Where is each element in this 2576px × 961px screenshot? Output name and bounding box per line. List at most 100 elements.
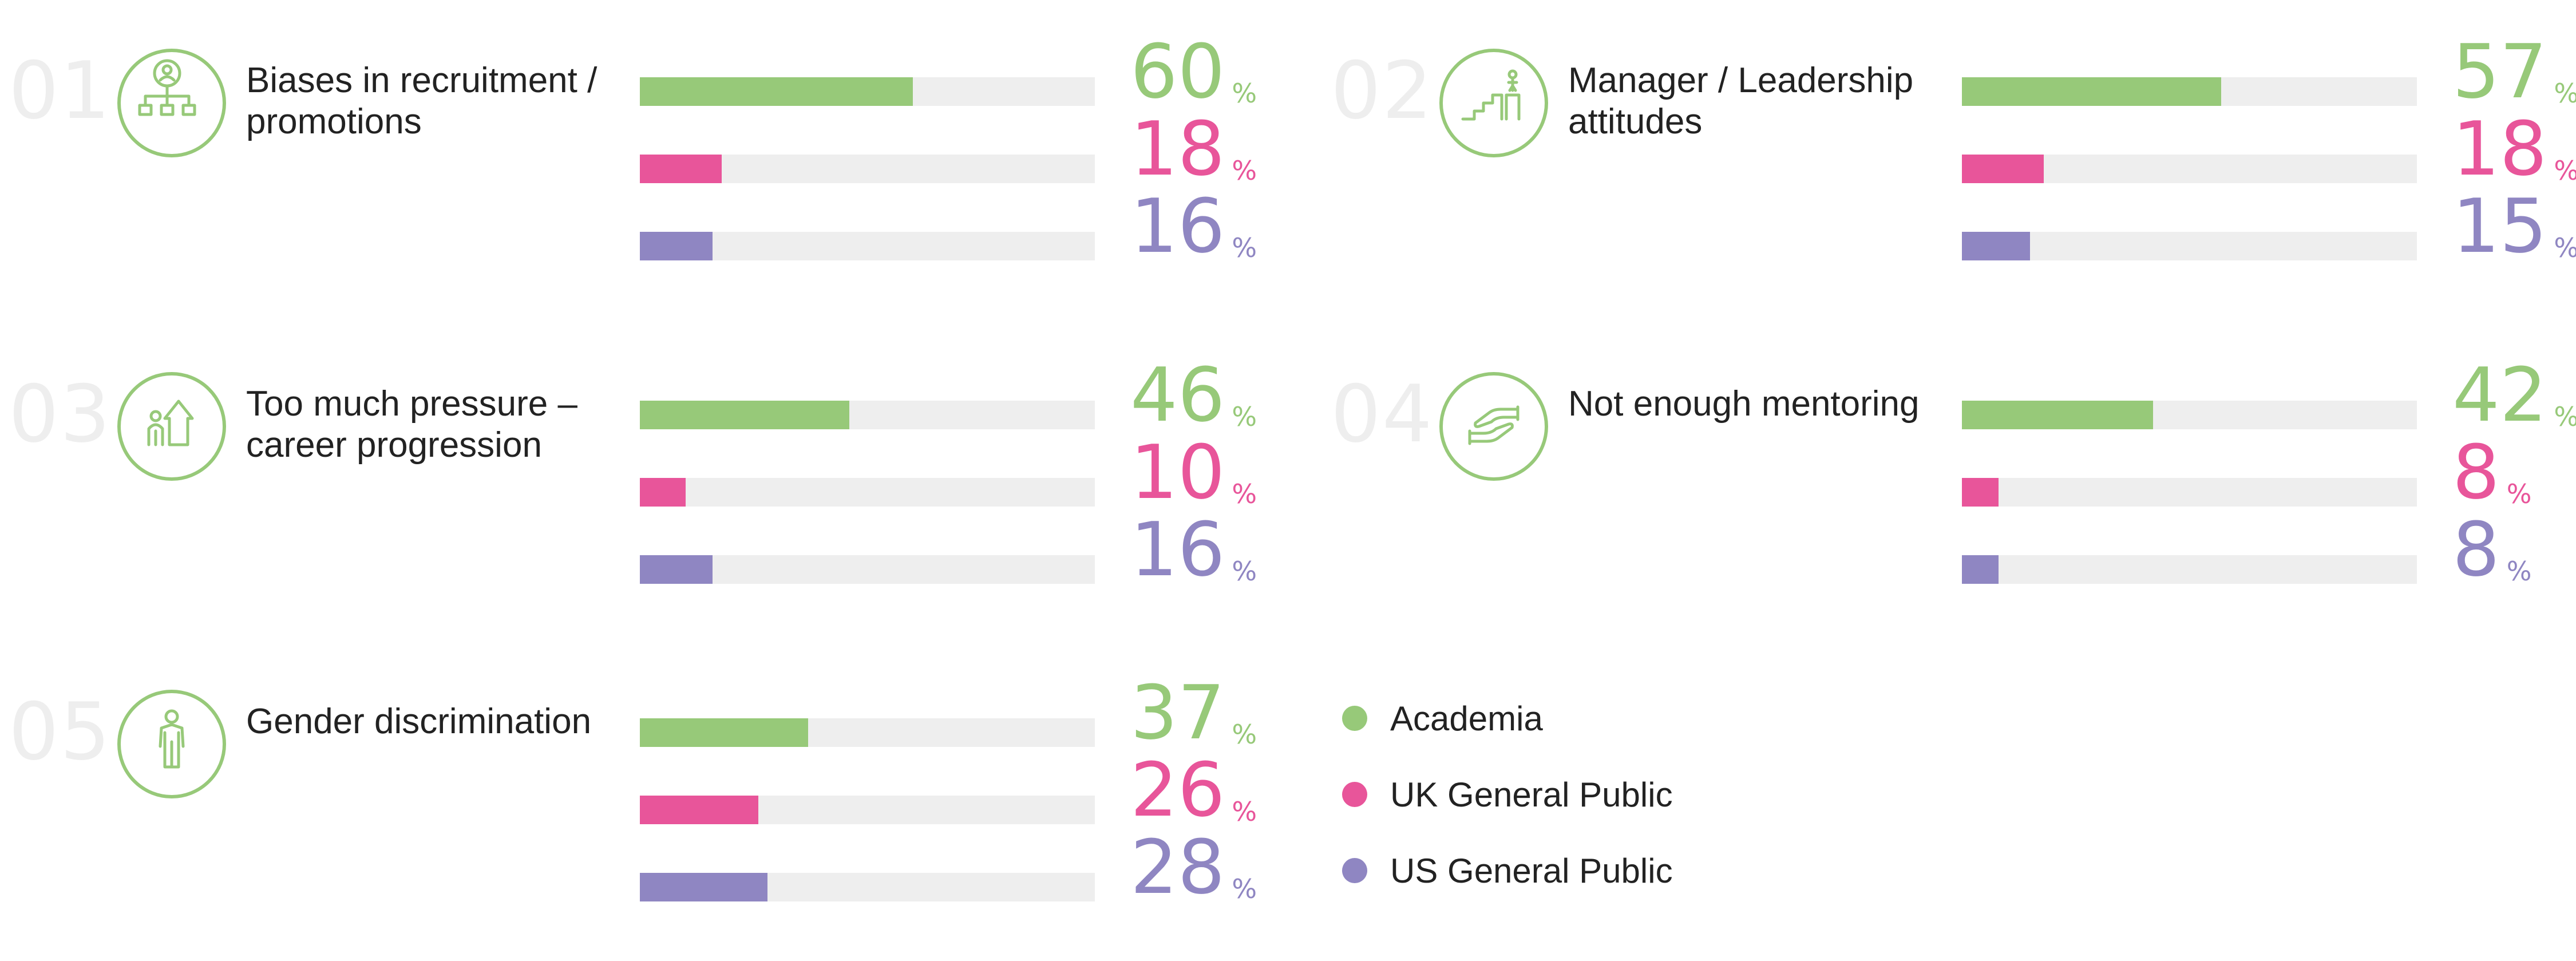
percent-unit: % — [1232, 796, 1257, 827]
percent-unit: % — [1232, 556, 1257, 587]
bar-academia — [1962, 401, 2153, 429]
bar-us — [1962, 232, 2031, 260]
bar-track-academia — [640, 401, 1095, 429]
bar-track-uk — [640, 796, 1095, 824]
bar-uk — [640, 478, 686, 507]
value-number: 8 — [2452, 429, 2500, 516]
org-chart-icon — [114, 46, 229, 160]
value-number: 18 — [1130, 105, 1225, 192]
bar-academia — [640, 77, 913, 106]
group-number: 05 — [9, 686, 112, 778]
stairs-podium-icon — [1437, 46, 1551, 160]
legend-label: Academia — [1390, 699, 1543, 738]
legend-item-uk: UK General Public — [1342, 772, 1673, 817]
legend-dot — [1342, 782, 1367, 807]
legend: Academia UK General Public US General Publ… — [1342, 695, 1857, 924]
percent-unit: % — [1232, 232, 1257, 263]
value-number: 26 — [1130, 746, 1225, 833]
percent-unit: % — [2554, 404, 2576, 430]
group-number: 01 — [9, 45, 112, 137]
bar-track-academia — [1962, 77, 2417, 106]
percent-unit: % — [1232, 873, 1257, 904]
legend-dot — [1342, 858, 1367, 883]
bar-us — [1962, 555, 1999, 584]
value-number: 42 — [2452, 351, 2547, 438]
legend-dot — [1342, 706, 1367, 731]
value-number: 16 — [1130, 506, 1225, 593]
bar-track-academia — [640, 718, 1095, 747]
value-number: 15 — [2452, 183, 2547, 270]
bar-academia — [1962, 77, 2222, 106]
bar-uk — [1962, 478, 1999, 507]
bar-track-us — [640, 873, 1095, 901]
value-label-uk: 18% — [1130, 112, 1257, 186]
bar-track-uk — [640, 478, 1095, 507]
chart-group-01: 01 Biases in recruitment / promotions 60% 1… — [9, 0, 1268, 263]
group-label: Manager / Leadership attitudes — [1568, 61, 1914, 141]
bar-us — [640, 555, 713, 584]
bar-track-uk — [1962, 155, 2417, 183]
value-label-academia: 60% — [1130, 34, 1257, 109]
group-label: Too much pressure – career progression — [246, 384, 577, 465]
group-number: 03 — [9, 368, 112, 460]
legend-label: UK General Public — [1390, 775, 1673, 814]
bar-track-us — [1962, 555, 2417, 584]
percent-unit: % — [1232, 78, 1257, 109]
value-label-uk: 8% — [2452, 435, 2532, 509]
bar-academia — [640, 401, 849, 429]
value-label-us: 15% — [2452, 189, 2576, 263]
percent-unit: % — [1232, 401, 1257, 432]
bar-uk — [640, 155, 722, 183]
group-label: Biases in recruitment / promotions — [246, 61, 597, 141]
bar-track-academia — [640, 77, 1095, 106]
value-number: 57 — [2452, 28, 2547, 115]
value-label-academia: 46% — [1130, 358, 1257, 432]
percent-unit: % — [2506, 556, 2532, 587]
bar-uk — [1962, 155, 2044, 183]
helping-hands-icon — [1437, 369, 1551, 484]
bar-track-academia — [1962, 401, 2417, 429]
bar-track-us — [640, 232, 1095, 260]
person-icon — [114, 687, 229, 801]
value-label-academia: 37% — [1130, 675, 1257, 750]
value-label-us: 16% — [1130, 512, 1257, 587]
percent-unit: % — [1232, 478, 1257, 509]
bar-track-uk — [640, 155, 1095, 183]
percent-unit: % — [2554, 157, 2576, 184]
value-label-uk: 10% — [1130, 435, 1257, 509]
percent-unit: % — [2554, 80, 2576, 106]
bar-track-us — [640, 555, 1095, 584]
bar-us — [640, 873, 767, 901]
chart-group-05: 05 Gender discrimination 37% 26% 28% — [9, 641, 1268, 904]
value-number: 28 — [1130, 824, 1225, 911]
value-label-academia: 57% — [2452, 34, 2576, 109]
group-number: 04 — [1331, 368, 1434, 460]
percent-unit: % — [2554, 235, 2576, 261]
value-label-us: 28% — [1130, 830, 1257, 904]
group-label: Not enough mentoring — [1568, 384, 1920, 424]
bar-track-us — [1962, 232, 2417, 260]
person-growth-arrow-icon — [114, 369, 229, 484]
legend-item-us: US General Public — [1342, 848, 1673, 893]
value-label-uk: 26% — [1130, 753, 1257, 827]
value-label-us: 16% — [1130, 189, 1257, 263]
percent-unit: % — [1232, 719, 1257, 750]
value-number: 16 — [1130, 183, 1225, 270]
value-number: 8 — [2452, 506, 2500, 593]
bar-uk — [640, 796, 758, 824]
group-number: 02 — [1331, 45, 1434, 137]
value-number: 46 — [1130, 351, 1225, 438]
chart-group-03: 03 Too much pressure – career progression… — [9, 323, 1268, 587]
group-label: Gender discrimination — [246, 702, 592, 741]
percent-unit: % — [1232, 155, 1257, 186]
value-number: 37 — [1130, 669, 1225, 756]
percent-unit: % — [2506, 478, 2532, 509]
value-label-uk: 18% — [2452, 112, 2576, 186]
value-label-academia: 42% — [2452, 358, 2576, 432]
value-label-us: 8% — [2452, 512, 2532, 587]
bar-us — [640, 232, 713, 260]
value-number: 18 — [2452, 105, 2547, 192]
value-number: 10 — [1130, 429, 1225, 516]
